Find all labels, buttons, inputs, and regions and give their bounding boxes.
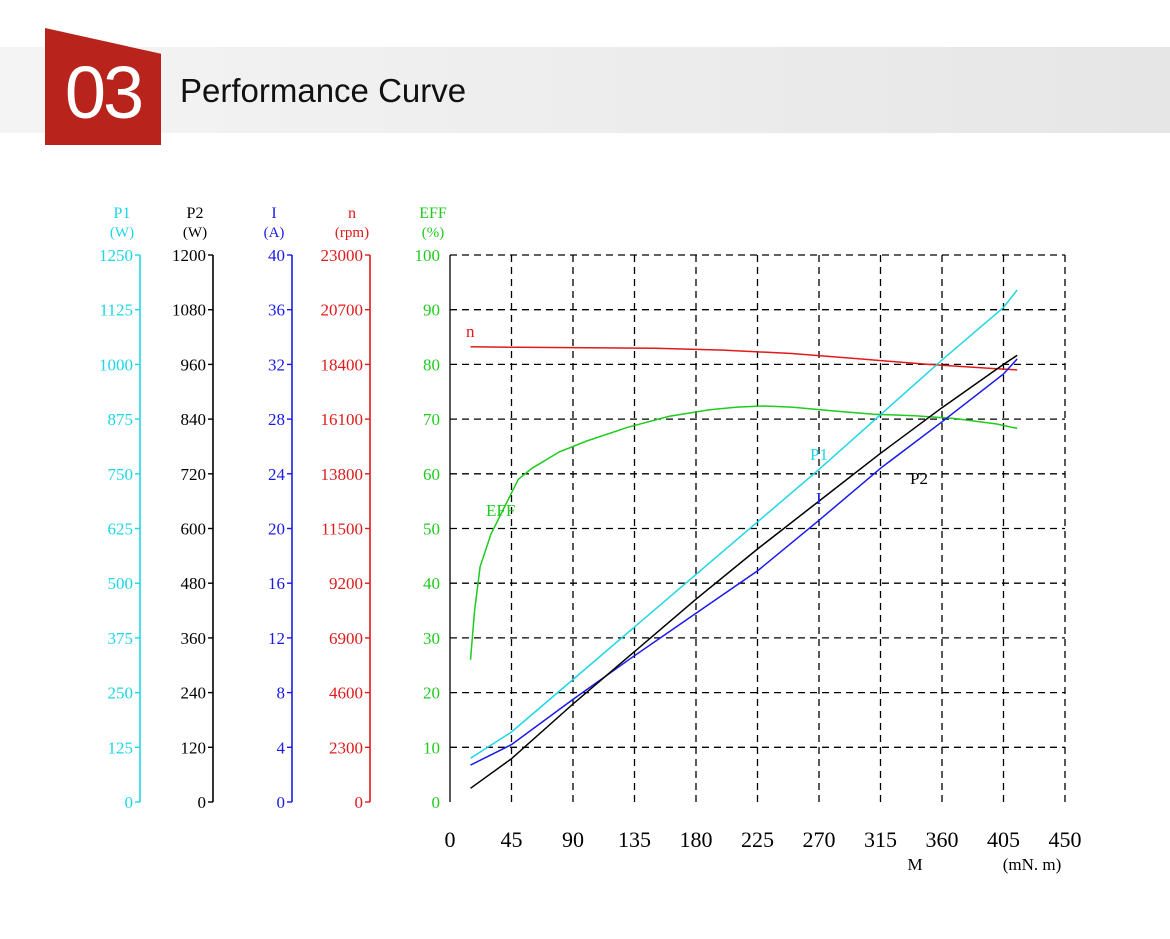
y-tick-label-eff: 100 [415,246,441,265]
x-tick-label: 90 [562,827,584,852]
y-tick-label-p1: 625 [108,520,134,539]
curve-label-i: I [816,489,822,508]
curve-label-n: n [466,322,475,341]
x-tick-label: 45 [501,827,523,852]
y-tick-label-eff: 30 [423,629,440,648]
y-tick-label-i: 28 [268,410,285,429]
y-axis-title-i: I [271,205,276,222]
y-tick-label-i: 0 [277,793,286,812]
y-tick-label-p1: 1125 [100,301,133,320]
x-tick-label: 135 [618,827,651,852]
y-tick-label-p1: 375 [108,629,134,648]
series-line-i [470,358,1018,766]
y-tick-label-n: 6900 [329,629,363,648]
y-tick-label-n: 18400 [321,355,364,374]
y-tick-label-n: 2300 [329,738,363,757]
series-line-eff [469,405,1018,660]
y-axis-unit-eff: (%) [422,225,445,241]
y-tick-label-n: 20700 [321,301,364,320]
y-tick-label-p1: 0 [125,793,134,812]
curve-label-eff: EFF [486,501,515,520]
y-tick-label-p2: 240 [181,684,207,703]
y-tick-label-eff: 10 [423,738,440,757]
y-tick-label-p1: 1250 [99,246,133,265]
y-tick-label-eff: 50 [423,520,440,539]
y-tick-label-i: 8 [277,684,286,703]
x-tick-label: 360 [926,827,959,852]
header-bar [0,47,1170,133]
y-tick-label-i: 12 [268,629,285,648]
x-tick-label: 315 [864,827,897,852]
y-axis-title-p1: P1 [114,205,131,222]
y-tick-label-eff: 90 [423,301,440,320]
y-tick-label-eff: 80 [423,355,440,374]
y-tick-label-n: 23000 [321,246,364,265]
y-tick-label-i: 36 [268,301,285,320]
y-tick-label-eff: 60 [423,465,440,484]
y-tick-label-p2: 360 [181,629,207,648]
x-tick-label: 405 [987,827,1020,852]
y-tick-label-p2: 1080 [172,301,206,320]
y-tick-label-p2: 0 [198,793,207,812]
series-line-p2 [470,354,1018,789]
y-tick-label-p2: 840 [181,410,207,429]
y-tick-label-p2: 720 [181,465,207,484]
x-tick-label: 180 [680,827,713,852]
y-axis-unit-p2: (W) [183,225,207,241]
y-tick-label-i: 40 [268,246,285,265]
section-number: 03 [64,51,144,134]
y-tick-label-i: 16 [268,574,285,593]
y-tick-label-p2: 120 [181,738,207,757]
page-title: Performance Curve [180,72,467,109]
y-tick-label-p1: 875 [108,410,134,429]
y-tick-label-n: 0 [355,793,364,812]
y-tick-label-p1: 125 [108,738,134,757]
y-tick-label-n: 13800 [321,465,364,484]
y-tick-label-p1: 250 [108,684,134,703]
y-tick-label-p1: 1000 [99,355,133,374]
x-tick-label: 270 [803,827,836,852]
y-tick-label-n: 4600 [329,684,363,703]
y-tick-label-i: 24 [268,465,286,484]
x-axis-unit: (mN. m) [1003,855,1062,874]
y-tick-label-n: 16100 [321,410,364,429]
x-tick-label: 450 [1049,827,1082,852]
y-axis-title-n: n [348,205,356,222]
x-tick-label: 225 [741,827,774,852]
curve-label-p2: P2 [910,469,928,488]
y-tick-label-n: 9200 [329,574,363,593]
y-tick-label-eff: 40 [423,574,440,593]
y-axis-title-eff: EFF [419,205,447,222]
y-tick-label-n: 11500 [321,520,363,539]
y-tick-label-p2: 960 [181,355,207,374]
y-axis-title-p2: P2 [187,205,204,222]
y-tick-label-p2: 1200 [172,246,206,265]
curve-label-p1: P1 [810,445,828,464]
y-tick-label-eff: 70 [423,410,440,429]
series-line-n [470,346,1018,371]
y-tick-label-eff: 20 [423,684,440,703]
y-tick-label-p2: 480 [181,574,207,593]
y-axis-unit-i: (A) [264,225,285,241]
y-tick-label-eff: 0 [432,793,441,812]
y-tick-label-p1: 750 [108,465,134,484]
y-tick-label-p2: 600 [181,520,207,539]
x-axis-label: M [907,855,922,874]
y-axis-unit-n: (rpm) [335,225,369,241]
y-tick-label-i: 20 [268,520,285,539]
x-tick-label: 0 [445,827,456,852]
series-line-p1 [470,289,1018,759]
y-tick-label-i: 4 [277,738,286,757]
y-axis-unit-p1: (W) [110,225,134,241]
y-tick-label-i: 32 [268,355,285,374]
y-tick-label-p1: 500 [108,574,134,593]
